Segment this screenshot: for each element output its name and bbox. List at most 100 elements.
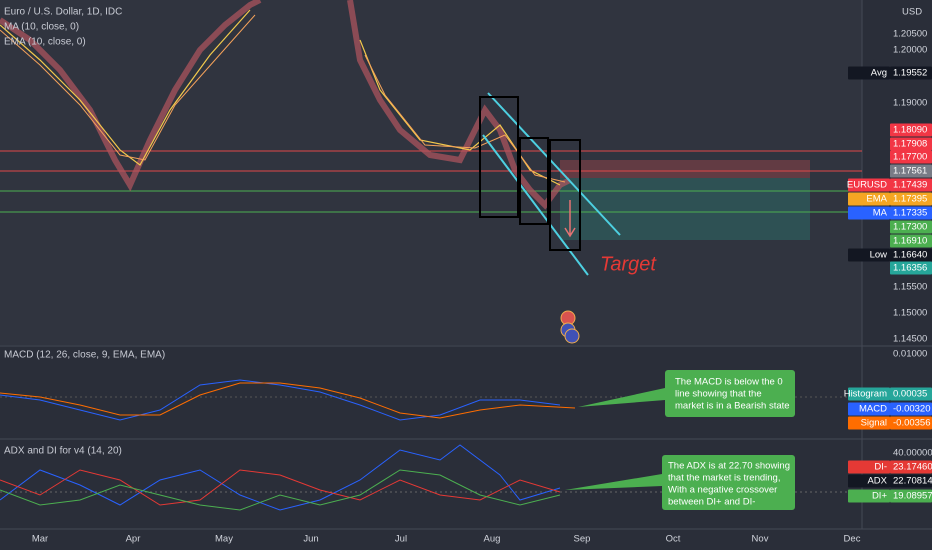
tag-label-box [848, 192, 890, 206]
tag-label-box [848, 474, 890, 488]
time-label: Jun [303, 534, 318, 545]
tag-label: Avg [871, 68, 887, 79]
adx-tick: 40.00000 [893, 448, 932, 459]
tag-label-box [848, 460, 890, 474]
tag-label: DI- [874, 462, 887, 473]
tag-value-box [890, 460, 932, 474]
tag-value-box [890, 137, 932, 151]
indicator-label: MA (10, close, 0) [4, 22, 79, 33]
tag-label: DI+ [872, 491, 888, 502]
tag-value-box [890, 66, 932, 80]
tag-label: EURUSD [847, 180, 887, 191]
adx-line [0, 444, 561, 511]
price-tick: 1.14500 [893, 334, 927, 345]
tag-value-box [890, 387, 932, 401]
time-label: Aug [484, 534, 501, 545]
tag-value-box [890, 489, 932, 503]
pattern-box [479, 96, 519, 218]
channel-line [487, 92, 621, 236]
time-label: May [215, 534, 233, 545]
tag-value-box [890, 220, 932, 234]
di-minus-line [0, 469, 561, 506]
time-label: Jul [395, 534, 407, 545]
tag-value: 23.17460 [893, 462, 932, 473]
tag-label-box [848, 178, 890, 192]
target-annotation: Target [600, 253, 657, 275]
tag-value-box [890, 416, 932, 430]
tag-label: ADX [867, 476, 887, 487]
tag-value: 1.17439 [893, 180, 927, 191]
tag-value-box [890, 261, 932, 275]
ema-line [0, 14, 566, 183]
tag-label-box [848, 387, 890, 401]
adx-note: that the market is trending, [668, 473, 780, 484]
tag-value-box [890, 248, 932, 262]
macd-callout [665, 370, 795, 417]
currency-label: USD [902, 7, 922, 18]
tag-value: 1.17908 [893, 139, 927, 150]
macd-line [0, 379, 561, 421]
time-label: Sep [574, 534, 591, 545]
signal-line [0, 382, 576, 419]
tag-label: Signal [861, 418, 887, 429]
tag-value: 0.00035 [893, 389, 927, 400]
channel-line [482, 134, 589, 276]
callout-pointer [578, 388, 665, 407]
tag-value: -0.00320 [893, 404, 931, 415]
tag-value-box [890, 150, 932, 164]
macd-note: market is in a Bearish state [675, 401, 790, 412]
time-label: Apr [126, 534, 141, 545]
price-tick: 1.20000 [893, 45, 927, 56]
macd-note: line showing that the [675, 389, 762, 400]
tag-value: -0.00356 [893, 418, 931, 429]
time-label: Mar [32, 534, 48, 545]
tag-value: 22.70814 [893, 476, 932, 487]
tag-value-box [890, 234, 932, 248]
price-tick: 1.15000 [893, 308, 927, 319]
tag-value: 1.17561 [893, 166, 927, 177]
price-tick: 1.15500 [893, 282, 927, 293]
tag-value-box [890, 123, 932, 137]
tag-value: 1.17700 [893, 152, 927, 163]
tag-label-box [848, 402, 890, 416]
tag-value: 1.19552 [893, 68, 927, 79]
tag-value-box [890, 178, 932, 192]
price-pane [0, 0, 862, 345]
adx-note: The ADX is at 22.70 showing [668, 461, 790, 472]
tag-label-box [848, 248, 890, 262]
short-risk-zone [560, 160, 810, 178]
price-tick: 1.19000 [893, 98, 927, 109]
short-target-zone [560, 178, 810, 240]
tag-value: 1.17300 [893, 222, 927, 233]
macd-tick: 0.01000 [893, 349, 927, 360]
tag-label: MACD [859, 404, 887, 415]
di-plus-line [0, 469, 561, 511]
pattern-box [519, 137, 549, 225]
tag-value: 1.18090 [893, 125, 927, 136]
tag-value: 19.08957 [893, 491, 932, 502]
adx-note: With a negative crossover [668, 485, 777, 496]
adx-note: between DI+ and DI- [668, 497, 755, 508]
macd-title: MACD (12, 26, close, 9, EMA, EMA) [4, 350, 165, 361]
tag-value-box [890, 164, 932, 178]
indicator-label: EMA (10, close, 0) [4, 37, 86, 48]
tag-value-box [890, 206, 932, 220]
tag-label: Histogram [844, 389, 887, 400]
tag-value: 1.16640 [893, 250, 927, 261]
symbol-title: Euro / U.S. Dollar, 1D, IDC [4, 7, 122, 18]
macd-note: The MACD is below the 0 [675, 377, 783, 388]
tag-label-box [848, 206, 890, 220]
tag-label: MA [873, 208, 888, 219]
tag-value-box [890, 474, 932, 488]
adx-callout [662, 455, 795, 510]
tag-label-box [848, 66, 890, 80]
tag-value: 1.16356 [893, 263, 927, 274]
tag-value-box [890, 192, 932, 206]
target-arrow [564, 200, 576, 238]
tag-label-box [848, 416, 890, 430]
tag-value: 1.17335 [893, 208, 927, 219]
time-label: Oct [666, 534, 681, 545]
price-tick: 1.20500 [893, 29, 927, 40]
time-label: Nov [752, 534, 769, 545]
